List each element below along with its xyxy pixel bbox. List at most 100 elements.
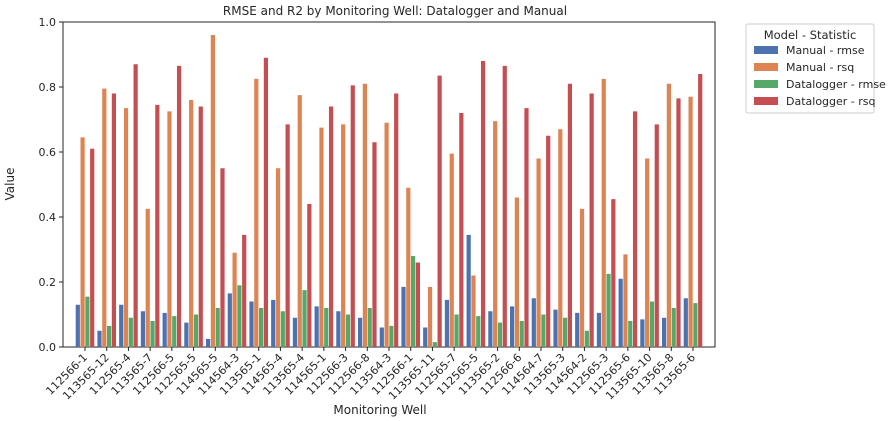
bar	[280, 311, 285, 347]
bar	[493, 121, 498, 347]
bar	[302, 290, 307, 348]
bar	[688, 96, 693, 347]
bar	[167, 111, 172, 348]
bar	[80, 137, 85, 348]
bar	[314, 306, 319, 348]
bar	[133, 64, 138, 347]
bar	[193, 314, 199, 347]
bar	[297, 95, 302, 348]
legend-label: Manual - rmse	[786, 44, 865, 57]
bar	[119, 304, 124, 347]
bar	[423, 327, 428, 347]
bar	[319, 127, 324, 348]
bar	[75, 304, 80, 347]
bar	[176, 65, 182, 348]
bar	[357, 317, 363, 347]
bar	[324, 308, 329, 347]
bar	[623, 254, 628, 348]
bar	[362, 83, 367, 347]
bar	[640, 319, 645, 348]
bar	[140, 311, 146, 347]
bar	[128, 317, 133, 347]
bar	[350, 85, 355, 348]
bar	[336, 311, 341, 347]
bar	[432, 342, 437, 348]
bar	[307, 204, 312, 347]
bar	[632, 111, 638, 348]
bar	[415, 262, 421, 347]
bar	[271, 299, 276, 348]
legend-swatch	[754, 80, 778, 88]
bar	[488, 311, 493, 347]
bar	[162, 312, 167, 348]
bar	[263, 57, 269, 347]
bar	[254, 78, 259, 348]
x-axis-title: Monitoring Well	[333, 403, 426, 417]
bar	[480, 61, 486, 347]
y-tick-label: 0.4	[39, 211, 57, 224]
bar	[372, 142, 377, 347]
bar	[215, 308, 220, 347]
y-axis: 0.0 0.2 0.4 0.6 0.8 1.0	[39, 16, 63, 354]
bar	[471, 275, 476, 347]
bar	[411, 256, 416, 347]
bar	[536, 158, 541, 347]
bar	[150, 321, 155, 347]
legend-swatch	[754, 97, 778, 105]
y-tick-label: 0.6	[39, 146, 57, 159]
bar	[628, 321, 633, 347]
bar	[531, 298, 536, 347]
bar	[111, 93, 117, 347]
bar	[611, 199, 616, 348]
bar	[524, 108, 529, 348]
bar	[676, 98, 681, 348]
bar	[210, 35, 215, 347]
bar	[394, 93, 399, 347]
bar	[553, 309, 558, 348]
bar	[384, 122, 389, 347]
bar	[683, 298, 688, 347]
bar	[379, 327, 384, 347]
bar	[575, 312, 580, 348]
bar	[541, 314, 546, 347]
bar	[466, 234, 471, 348]
bar	[497, 322, 503, 348]
bar	[584, 330, 589, 347]
legend-swatch	[754, 46, 778, 54]
bar	[232, 252, 237, 347]
y-tick-label: 0.0	[39, 341, 57, 354]
bar	[546, 135, 551, 347]
bar	[459, 113, 464, 347]
chart-title: RMSE and R2 by Monitoring Well: Datalogg…	[223, 4, 567, 18]
bar	[693, 303, 698, 348]
legend-label: Manual - rsq	[786, 61, 854, 74]
bar	[172, 316, 177, 348]
bar	[285, 124, 290, 348]
bar	[444, 299, 450, 348]
bar	[654, 124, 659, 348]
bar	[249, 301, 254, 347]
bar	[437, 75, 442, 348]
bar	[227, 293, 232, 348]
bar	[519, 321, 524, 347]
bar	[102, 88, 107, 348]
bar	[107, 325, 112, 348]
bar	[189, 100, 194, 347]
bar	[606, 273, 611, 348]
bar	[558, 129, 563, 347]
bar	[671, 308, 676, 347]
bar	[401, 286, 406, 348]
bar	[596, 312, 602, 348]
y-axis-title: Value	[3, 168, 17, 201]
bars-group	[75, 35, 703, 348]
bar	[345, 314, 351, 347]
bar	[85, 296, 90, 348]
bar	[367, 308, 372, 347]
bar	[563, 317, 568, 347]
bar	[328, 106, 334, 347]
bar	[341, 124, 346, 348]
plot-frame	[62, 21, 716, 348]
bar	[567, 83, 573, 347]
